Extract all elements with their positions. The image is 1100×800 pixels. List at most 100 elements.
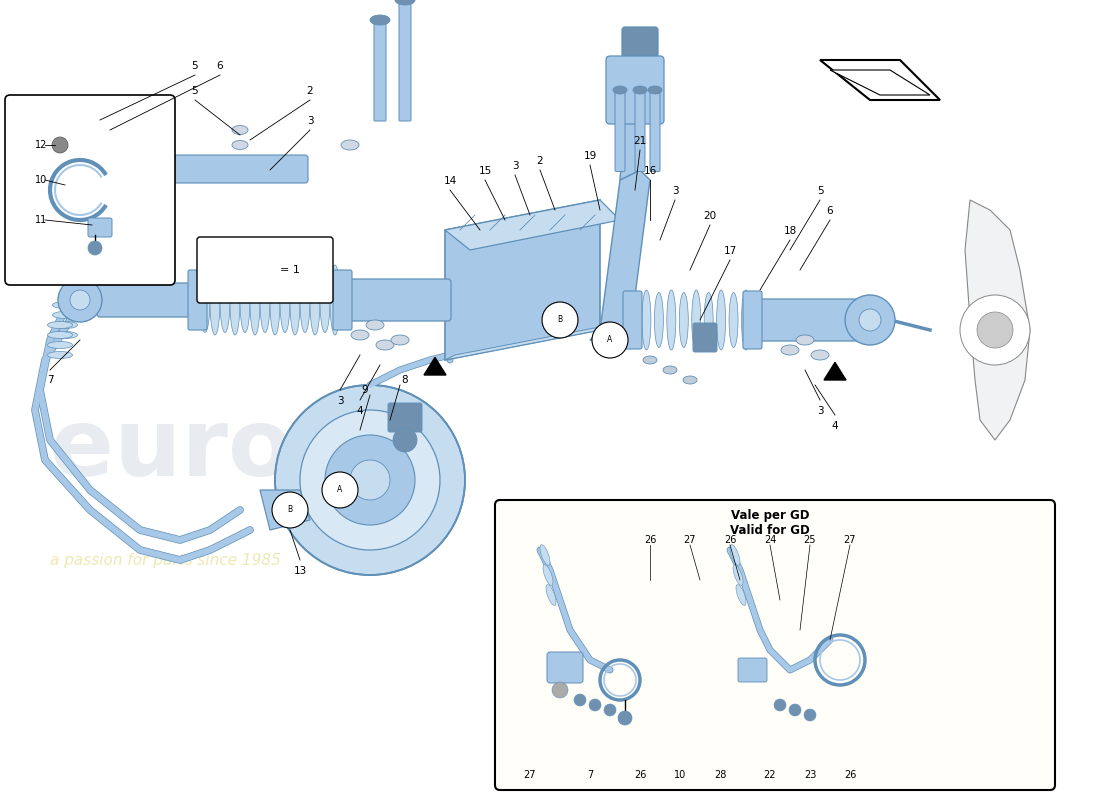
Polygon shape (620, 50, 650, 180)
Ellipse shape (629, 293, 638, 347)
Text: 22: 22 (763, 770, 777, 780)
Ellipse shape (648, 86, 662, 94)
Text: A: A (338, 486, 342, 494)
Ellipse shape (729, 293, 738, 347)
Ellipse shape (330, 265, 340, 335)
Ellipse shape (341, 140, 359, 150)
FancyBboxPatch shape (650, 89, 660, 171)
Ellipse shape (736, 585, 746, 606)
Text: 26: 26 (644, 535, 657, 545)
Ellipse shape (716, 290, 726, 350)
FancyBboxPatch shape (495, 500, 1055, 790)
FancyBboxPatch shape (623, 291, 642, 349)
Circle shape (618, 711, 632, 725)
Circle shape (845, 295, 895, 345)
Text: = 1: = 1 (280, 265, 300, 275)
Text: 17: 17 (724, 246, 737, 256)
Ellipse shape (310, 265, 320, 335)
Ellipse shape (632, 86, 647, 94)
Text: A: A (607, 335, 613, 345)
Ellipse shape (47, 342, 73, 349)
Ellipse shape (733, 565, 742, 586)
FancyBboxPatch shape (345, 279, 451, 321)
Ellipse shape (654, 293, 663, 347)
FancyBboxPatch shape (399, 0, 411, 121)
Ellipse shape (781, 345, 799, 355)
Circle shape (52, 137, 68, 153)
Text: 6: 6 (827, 206, 834, 216)
Circle shape (350, 460, 390, 500)
Text: 23: 23 (804, 770, 816, 780)
Ellipse shape (200, 267, 210, 333)
Polygon shape (260, 490, 310, 530)
Text: 8: 8 (402, 375, 408, 385)
FancyBboxPatch shape (606, 56, 664, 124)
Text: 7: 7 (46, 375, 53, 385)
Polygon shape (70, 134, 90, 150)
Ellipse shape (220, 267, 230, 333)
Text: 12: 12 (35, 140, 47, 150)
Polygon shape (590, 170, 650, 345)
Text: 27: 27 (844, 535, 856, 545)
Polygon shape (424, 358, 446, 375)
Ellipse shape (667, 290, 675, 350)
Text: 7: 7 (587, 770, 593, 780)
Circle shape (789, 704, 801, 716)
Circle shape (588, 699, 601, 711)
Text: 4: 4 (832, 421, 838, 431)
Ellipse shape (240, 267, 250, 333)
Ellipse shape (53, 302, 77, 309)
Circle shape (859, 309, 881, 331)
Polygon shape (70, 124, 90, 140)
Ellipse shape (546, 585, 556, 606)
FancyBboxPatch shape (621, 27, 658, 58)
FancyBboxPatch shape (197, 237, 333, 303)
Polygon shape (820, 60, 940, 100)
Ellipse shape (53, 322, 77, 329)
Text: 26: 26 (844, 770, 856, 780)
Text: 3: 3 (672, 186, 679, 196)
Text: 5: 5 (816, 186, 823, 196)
Text: europ: europ (50, 404, 361, 496)
Polygon shape (218, 261, 242, 280)
FancyBboxPatch shape (374, 19, 386, 121)
Circle shape (960, 295, 1030, 365)
FancyBboxPatch shape (88, 218, 112, 237)
Text: 27: 27 (524, 770, 537, 780)
Circle shape (552, 682, 568, 698)
Ellipse shape (730, 545, 740, 566)
Circle shape (804, 709, 816, 721)
Text: 10: 10 (35, 175, 47, 185)
FancyBboxPatch shape (635, 89, 645, 171)
Circle shape (542, 302, 578, 338)
Circle shape (574, 694, 586, 706)
Text: 18: 18 (783, 226, 796, 236)
Ellipse shape (366, 320, 384, 330)
Circle shape (300, 410, 440, 550)
Text: 11: 11 (35, 215, 47, 225)
Text: 20: 20 (703, 211, 716, 221)
Circle shape (88, 241, 102, 255)
Text: 14: 14 (443, 176, 456, 186)
Ellipse shape (543, 565, 553, 586)
FancyBboxPatch shape (615, 89, 625, 171)
Ellipse shape (260, 267, 270, 333)
FancyBboxPatch shape (162, 155, 308, 183)
Polygon shape (446, 200, 600, 360)
Text: 3: 3 (337, 396, 343, 406)
Ellipse shape (390, 335, 409, 345)
Text: 3: 3 (816, 406, 823, 416)
Polygon shape (824, 362, 846, 380)
Polygon shape (965, 200, 1030, 440)
Ellipse shape (692, 290, 701, 350)
Text: a passion for parts since 1985: a passion for parts since 1985 (50, 553, 280, 567)
Ellipse shape (290, 265, 300, 335)
FancyBboxPatch shape (547, 652, 583, 683)
FancyBboxPatch shape (388, 403, 422, 432)
Text: 15: 15 (478, 166, 492, 176)
Ellipse shape (280, 267, 290, 333)
FancyBboxPatch shape (333, 270, 352, 330)
FancyBboxPatch shape (693, 323, 717, 352)
Text: 3: 3 (512, 161, 518, 171)
Ellipse shape (370, 15, 390, 25)
